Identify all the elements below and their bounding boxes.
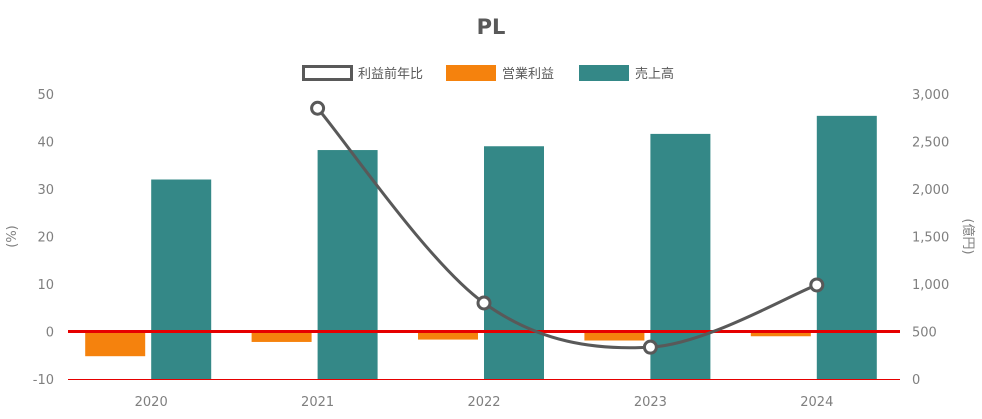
right-axis-tick-label: 3,000 xyxy=(912,88,949,103)
left-axis-tick-label: 20 xyxy=(37,231,54,246)
line-profit-yoy xyxy=(316,107,818,350)
left-axis-tick-label: 50 xyxy=(37,88,54,103)
bar-sales xyxy=(816,115,877,379)
right-axis-tick-label: 500 xyxy=(912,326,937,341)
legend-label: 売上高 xyxy=(635,66,674,82)
legend-label: 利益前年比 xyxy=(358,66,423,82)
left-axis-tick-label: 0 xyxy=(46,326,54,341)
legend: 利益前年比 営業利益 売上高 xyxy=(302,65,674,82)
bar-sales xyxy=(317,150,378,379)
right-axis-tick-label: 2,000 xyxy=(912,183,949,198)
chart-title: PL xyxy=(477,15,506,39)
x-axis-tick-label: 2021 xyxy=(301,395,334,410)
bar-operating-profit xyxy=(750,331,811,337)
bar-sales xyxy=(650,133,711,379)
line-point-profit-yoy xyxy=(310,100,326,116)
x-axis-tick-label: 2020 xyxy=(135,395,168,410)
bar-sales xyxy=(151,179,212,379)
line-series xyxy=(310,100,825,355)
x-axis-tick-label: 2022 xyxy=(467,395,500,410)
left-axis-label: (%) xyxy=(5,225,20,248)
right-axis-tick-label: 2,500 xyxy=(912,136,949,151)
left-axis-tick-label: 10 xyxy=(37,278,54,293)
legend-label: 営業利益 xyxy=(502,66,554,82)
right-axis-tick-label: 1,000 xyxy=(912,278,949,293)
right-axis-tick-label: 1,500 xyxy=(912,231,949,246)
bar-operating-profit xyxy=(418,331,478,340)
legend-swatch-bar xyxy=(579,65,629,81)
bar-operating-profit xyxy=(584,331,645,341)
axes: 50 40 30 20 10 0 -10 3,000 2,500 2,000 1,500 1,000 5… xyxy=(5,88,976,410)
x-axis-tick-label: 2024 xyxy=(800,395,833,410)
bar-operating-profit xyxy=(251,331,312,342)
left-axis-tick-label: 40 xyxy=(37,136,54,151)
right-axis-tick-label: 0 xyxy=(912,373,920,388)
left-axis-tick-label: -10 xyxy=(33,373,54,388)
right-axis-label: (億円) xyxy=(960,218,976,254)
line-point-profit-yoy xyxy=(642,339,658,355)
reference-lines xyxy=(68,330,900,380)
left-axis-tick-label: 30 xyxy=(37,183,54,198)
legend-swatch-line xyxy=(302,65,353,81)
bar-operating-profit xyxy=(85,331,146,357)
legend-swatch-bar xyxy=(446,65,496,81)
x-axis-tick-label: 2023 xyxy=(634,395,667,410)
line-point-profit-yoy xyxy=(809,277,825,293)
bar-sales xyxy=(484,146,544,379)
line-point-profit-yoy xyxy=(476,295,492,311)
bars xyxy=(85,115,877,379)
